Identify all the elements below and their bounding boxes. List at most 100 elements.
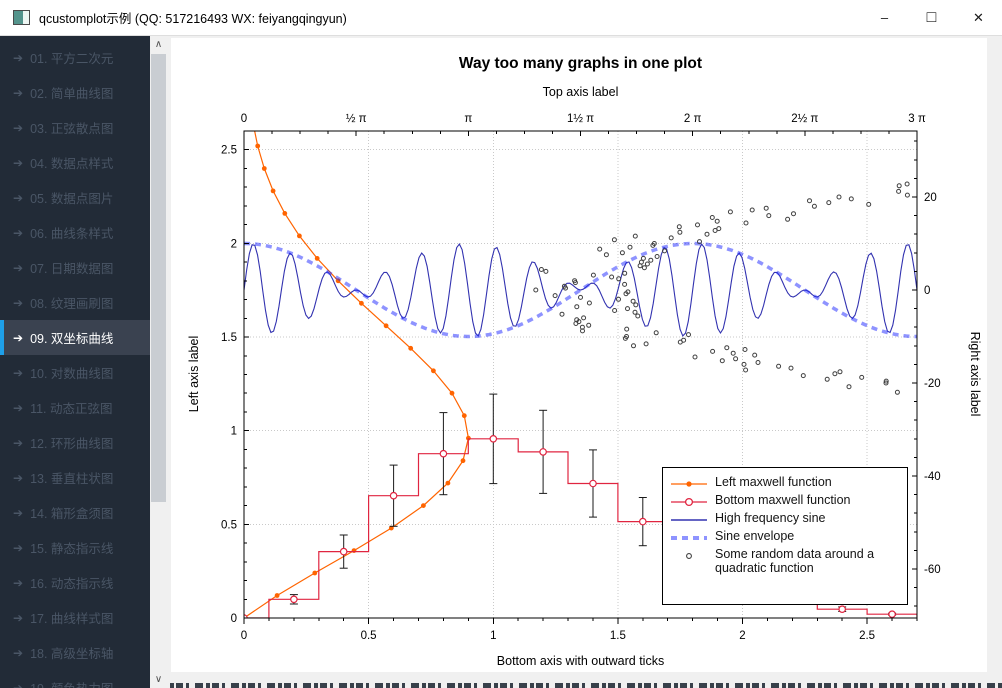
sidebar-item-label: 08. 纹理画刷图 bbox=[30, 297, 114, 311]
sidebar-item-label: 17. 曲线样式图 bbox=[30, 612, 114, 626]
svg-text:-40: -40 bbox=[924, 471, 941, 483]
minimize-button[interactable]: – bbox=[880, 10, 889, 25]
legend-label: Sine envelope bbox=[715, 529, 795, 543]
plot-canvas[interactable]: Way too many graphs in one plot Top axis … bbox=[171, 38, 987, 672]
window-controls: – □ ✕ bbox=[861, 0, 1002, 35]
maximize-button[interactable]: □ bbox=[926, 8, 937, 26]
sidebar-item-17[interactable]: ➔ 17. 曲线样式图 bbox=[0, 600, 150, 635]
legend-sample-icon bbox=[669, 530, 709, 546]
svg-text:0: 0 bbox=[241, 113, 247, 125]
svg-text:-60: -60 bbox=[924, 564, 941, 576]
series-random-quadratic bbox=[533, 181, 910, 395]
title-bar[interactable]: qcustomplot示例 (QQ: 517216493 WX: feiyang… bbox=[0, 0, 1002, 36]
svg-text:2 π: 2 π bbox=[684, 113, 702, 125]
svg-text:0.5: 0.5 bbox=[361, 630, 377, 642]
arrow-icon: ➔ bbox=[13, 645, 24, 660]
svg-text:2: 2 bbox=[739, 630, 745, 642]
sidebar-item-03[interactable]: ➔ 03. 正弦散点图 bbox=[0, 110, 150, 145]
sidebar-item-19[interactable]: ➔ 19. 颜色热力图 bbox=[0, 670, 150, 688]
axis-text: Way too many graphs in one plot Top axis … bbox=[187, 55, 982, 668]
arrow-icon: ➔ bbox=[13, 295, 24, 310]
plot-legend[interactable]: Left maxwell function Bottom maxwell func… bbox=[662, 467, 908, 605]
sidebar-item-07[interactable]: ➔ 07. 日期数据图 bbox=[0, 250, 150, 285]
svg-text:2: 2 bbox=[231, 238, 237, 250]
arrow-icon: ➔ bbox=[13, 575, 24, 590]
legend-sample-icon bbox=[669, 512, 709, 528]
scroll-down-icon[interactable]: ∨ bbox=[150, 671, 167, 688]
sidebar-item-label: 03. 正弦散点图 bbox=[30, 122, 114, 136]
legend-item-random-quadratic: Some random data around a quadratic func… bbox=[669, 547, 901, 576]
sidebar-item-label: 02. 简单曲线图 bbox=[30, 87, 114, 101]
sidebar-item-label: 18. 高级坐标轴 bbox=[30, 647, 114, 661]
arrow-icon: ➔ bbox=[13, 50, 24, 65]
close-button[interactable]: ✕ bbox=[973, 9, 984, 25]
legend-item-hf-sine: High frequency sine bbox=[669, 511, 901, 527]
svg-text:π: π bbox=[464, 113, 472, 125]
arrow-icon: ➔ bbox=[13, 470, 24, 485]
sidebar-item-label: 09. 双坐标曲线 bbox=[30, 332, 114, 346]
sidebar-item-label: 19. 颜色热力图 bbox=[30, 678, 113, 688]
sidebar-item-label: 11. 动态正弦图 bbox=[30, 402, 113, 416]
sidebar-item-14[interactable]: ➔ 14. 箱形盒须图 bbox=[0, 495, 150, 530]
svg-text:3 π: 3 π bbox=[908, 113, 926, 125]
sidebar-item-label: 01. 平方二次元 bbox=[30, 52, 114, 66]
sidebar-item-11[interactable]: ➔ 11. 动态正弦图 bbox=[0, 390, 150, 425]
left-axis-label: Left axis label bbox=[187, 336, 201, 412]
sidebar-item-label: 13. 垂直柱状图 bbox=[30, 472, 114, 486]
sidebar-item-label: 07. 日期数据图 bbox=[30, 262, 114, 276]
svg-text:0: 0 bbox=[241, 630, 247, 642]
clipped-bottom-text bbox=[170, 683, 1002, 688]
arrow-icon: ➔ bbox=[13, 365, 24, 380]
sidebar-item-09[interactable]: ➔ 09. 双坐标曲线 bbox=[0, 320, 150, 355]
scroll-up-icon[interactable]: ∧ bbox=[150, 36, 167, 53]
sidebar-item-18[interactable]: ➔ 18. 高级坐标轴 bbox=[0, 635, 150, 670]
legend-sample-icon bbox=[669, 494, 709, 510]
svg-text:-20: -20 bbox=[924, 378, 941, 390]
arrow-icon: ➔ bbox=[13, 120, 24, 135]
window-title: qcustomplot示例 (QQ: 517216493 WX: feiyang… bbox=[39, 12, 347, 26]
svg-text:1.5: 1.5 bbox=[610, 630, 626, 642]
arrow-icon: ➔ bbox=[13, 155, 24, 170]
arrow-icon: ➔ bbox=[13, 435, 24, 450]
svg-text:½ π: ½ π bbox=[346, 113, 367, 125]
plot-area[interactable]: Way too many graphs in one plot Top axis … bbox=[171, 38, 987, 672]
sidebar-item-15[interactable]: ➔ 15. 静态指示线 bbox=[0, 530, 150, 565]
sidebar-item-16[interactable]: ➔ 16. 动态指示线 bbox=[0, 565, 150, 600]
arrow-icon: ➔ bbox=[13, 610, 24, 625]
arrow-icon: ➔ bbox=[13, 85, 24, 100]
svg-text:2½ π: 2½ π bbox=[791, 113, 818, 125]
svg-text:2.5: 2.5 bbox=[221, 145, 237, 157]
sidebar-item-01[interactable]: ➔ 01. 平方二次元 bbox=[0, 40, 150, 75]
sidebar-item-02[interactable]: ➔ 02. 简单曲线图 bbox=[0, 75, 150, 110]
scroll-thumb[interactable] bbox=[151, 54, 166, 502]
arrow-icon: ➔ bbox=[13, 400, 24, 415]
axes bbox=[243, 130, 918, 624]
svg-text:1: 1 bbox=[231, 426, 237, 438]
sidebar-item-04[interactable]: ➔ 04. 数据点样式 bbox=[0, 145, 150, 180]
sidebar-item-label: 12. 环形曲线图 bbox=[30, 437, 114, 451]
arrow-icon: ➔ bbox=[13, 260, 24, 275]
sidebar-item-13[interactable]: ➔ 13. 垂直柱状图 bbox=[0, 460, 150, 495]
svg-text:2.5: 2.5 bbox=[859, 630, 875, 642]
svg-text:1.5: 1.5 bbox=[221, 332, 237, 344]
svg-text:0.5: 0.5 bbox=[221, 519, 237, 531]
app-icon bbox=[13, 10, 30, 25]
sidebar-item-12[interactable]: ➔ 12. 环形曲线图 bbox=[0, 425, 150, 460]
sidebar-item-10[interactable]: ➔ 10. 对数曲线图 bbox=[0, 355, 150, 390]
arrow-icon: ➔ bbox=[13, 225, 24, 240]
sidebar-item-08[interactable]: ➔ 08. 纹理画刷图 bbox=[0, 285, 150, 320]
svg-text:0: 0 bbox=[924, 285, 930, 297]
legend-item-envelope: Sine envelope bbox=[669, 529, 901, 545]
legend-label: Left maxwell function bbox=[715, 475, 832, 489]
sidebar-item-06[interactable]: ➔ 06. 曲线条样式 bbox=[0, 215, 150, 250]
legend-item-left-maxwell: Left maxwell function bbox=[669, 475, 901, 491]
svg-text:0: 0 bbox=[231, 613, 237, 625]
series-left-maxwell bbox=[244, 131, 471, 618]
sidebar-item-05[interactable]: ➔ 05. 数据点图片 bbox=[0, 180, 150, 215]
arrow-icon: ➔ bbox=[13, 505, 24, 520]
sidebar-item-label: 10. 对数曲线图 bbox=[30, 367, 114, 381]
legend-label: Some random data around a quadratic func… bbox=[715, 547, 875, 576]
sidebar-scrollbar[interactable]: ∧ ∨ bbox=[150, 36, 167, 688]
arrow-icon: ➔ bbox=[13, 540, 24, 555]
